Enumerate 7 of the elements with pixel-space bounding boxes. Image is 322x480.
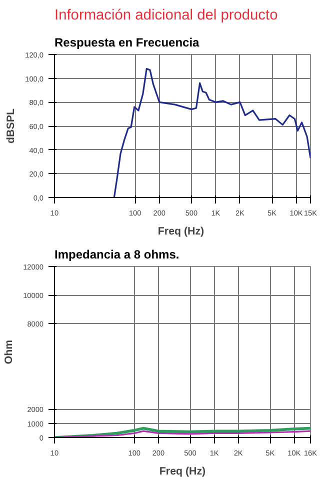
chart-title: Impedancia a 8 ohms. <box>54 248 180 262</box>
chart-title: Información adicional del producto <box>54 8 278 24</box>
y-axis-title: Ohm <box>3 340 16 364</box>
x-axis-title: Freq (Hz) <box>159 466 206 478</box>
y-axis-title: dBSPL <box>5 108 18 144</box>
x-axis-title: Freq (Hz) <box>158 226 205 238</box>
chart-subtitle: Respuesta en Frecuencia <box>54 36 200 50</box>
